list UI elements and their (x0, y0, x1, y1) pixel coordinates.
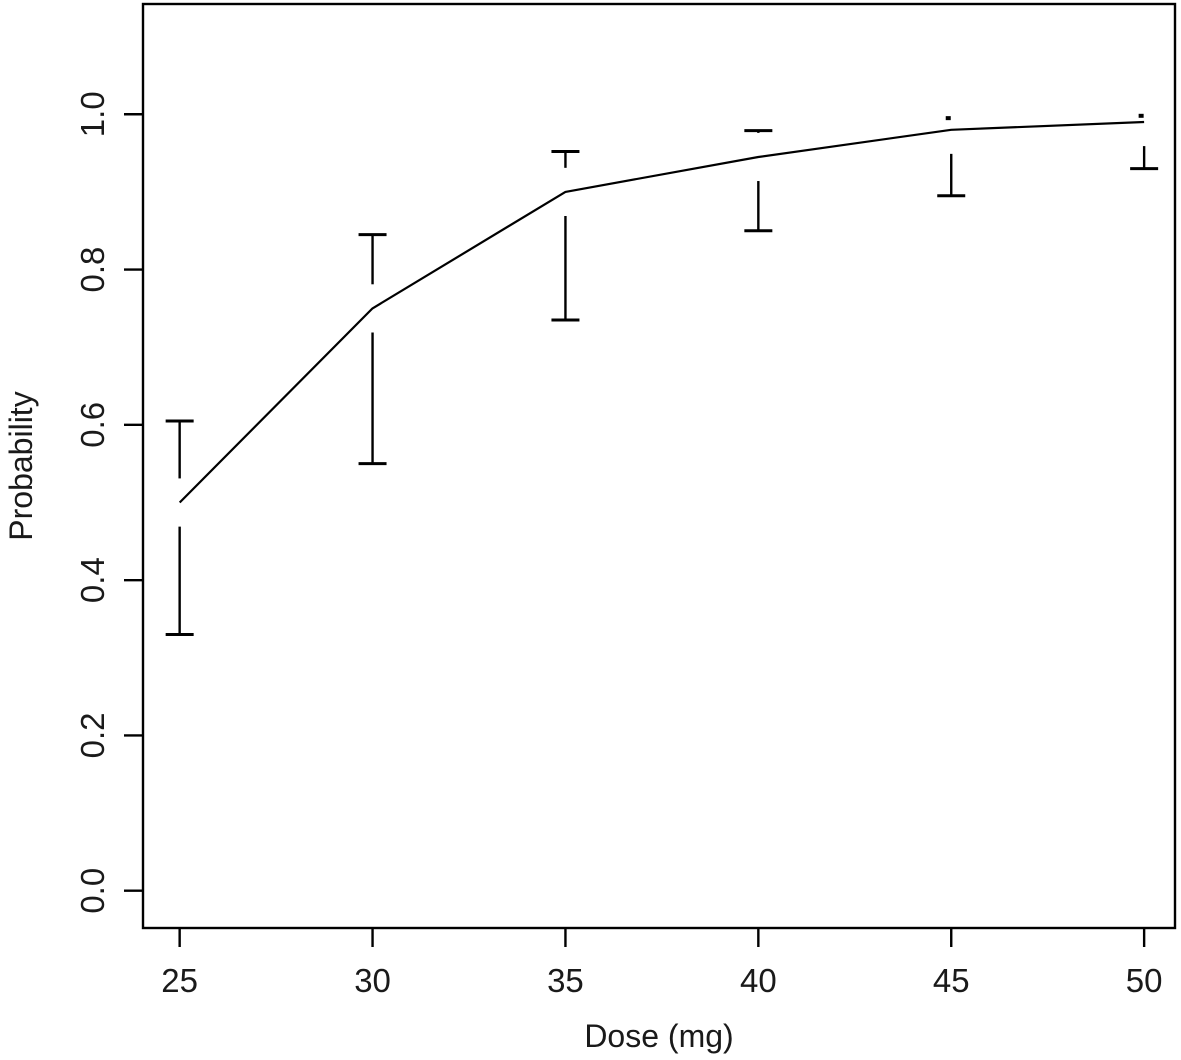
error-bar-dot-upper (1138, 113, 1144, 118)
y-axis-title: Probability (3, 391, 39, 540)
y-tick-label: 0.8 (74, 247, 111, 293)
x-tick-label: 25 (161, 962, 198, 999)
y-tick-label: 0.0 (74, 868, 111, 914)
x-tick-label: 50 (1126, 962, 1163, 999)
x-tick-label: 45 (933, 962, 970, 999)
dose-response-curve (178, 120, 1145, 504)
error-bar-dot-upper (945, 116, 951, 121)
y-tick-label: 0.4 (74, 557, 111, 603)
x-tick-label: 35 (547, 962, 584, 999)
x-tick-label: 40 (740, 962, 777, 999)
y-tick-label: 0.6 (74, 402, 111, 448)
y-tick-label: 0.2 (74, 712, 111, 758)
plot-box (141, 2, 1177, 930)
y-tick-label: 1.0 (74, 91, 111, 137)
x-axis-title: Dose (mg) (584, 1018, 733, 1054)
x-tick-label: 30 (354, 962, 391, 999)
